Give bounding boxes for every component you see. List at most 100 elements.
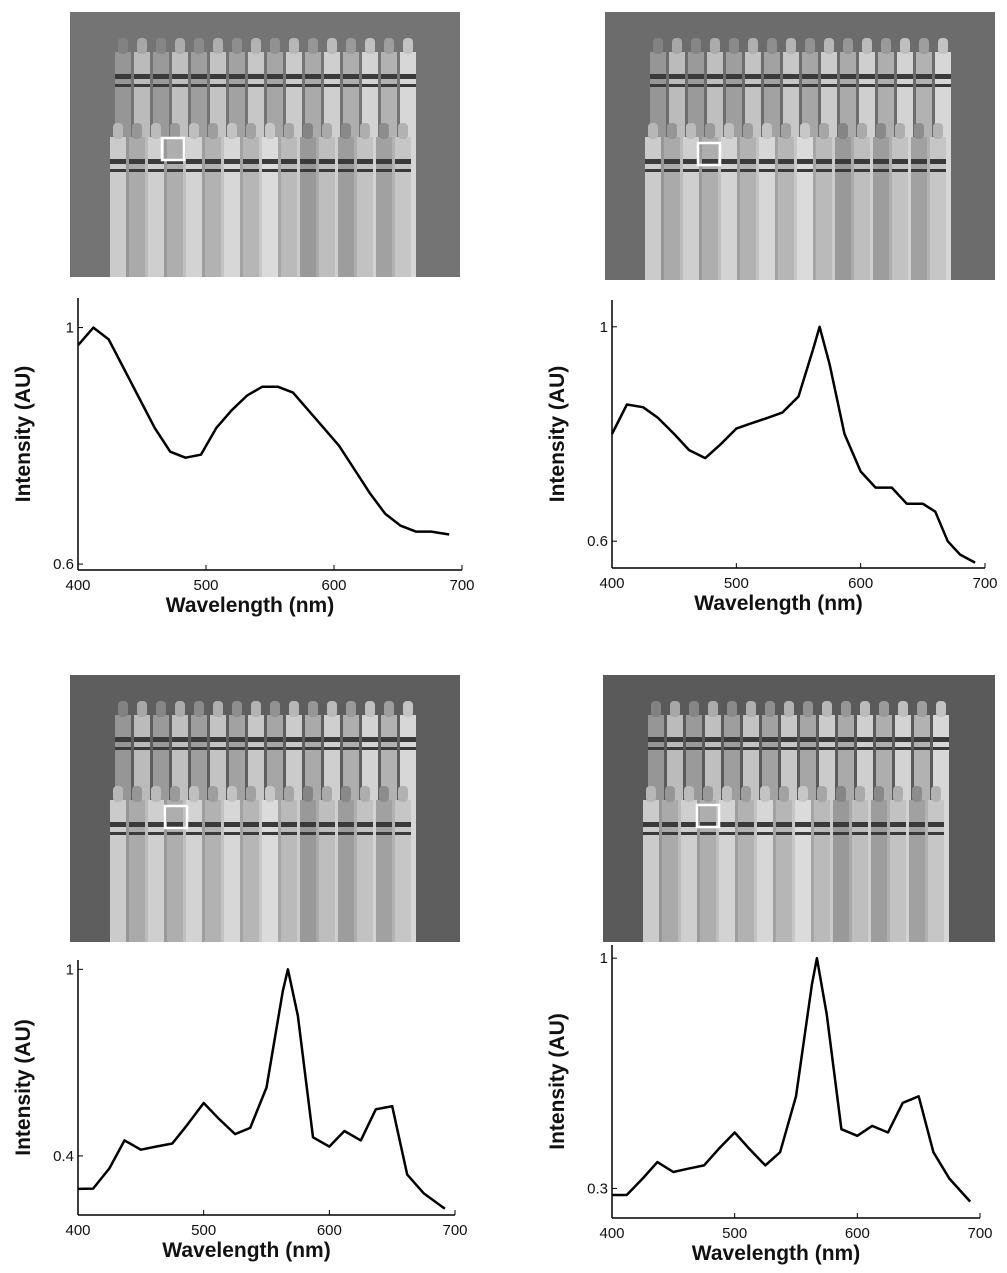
crayon-tip (648, 123, 658, 139)
crayon-tip (874, 786, 884, 802)
crayon-band (762, 747, 778, 750)
crayon-band (248, 84, 264, 87)
crayon-tip (113, 786, 123, 802)
crayon-band (840, 74, 856, 79)
crayon-tip (703, 786, 713, 802)
crayon-band (343, 84, 359, 87)
crayon-band (916, 74, 932, 79)
crayon-band (400, 84, 416, 87)
crayon-band (859, 74, 875, 79)
x-tick-label: 600 (845, 1225, 870, 1242)
crayon-band (110, 822, 126, 827)
x-tick-label: 700 (442, 1222, 467, 1239)
crayon-tip (931, 786, 941, 802)
crayon (892, 137, 908, 280)
crayon-band (705, 737, 721, 742)
crayon-band (324, 747, 340, 750)
crayon-band (681, 832, 697, 835)
crayon-band (783, 84, 799, 87)
crayon-tip (327, 701, 337, 717)
crayon-band (172, 737, 188, 742)
crayon-tip (341, 786, 351, 802)
crayon-tip (194, 701, 204, 717)
crayon-band (688, 84, 704, 87)
crayon-band (669, 74, 685, 79)
crayon-band (148, 159, 164, 164)
crayon-band (115, 747, 131, 750)
crayon-tip (765, 701, 775, 717)
crayon-band (914, 737, 930, 742)
crayon-band (205, 822, 221, 827)
crayon-band (662, 822, 678, 827)
crayon-band (319, 832, 335, 835)
crayon-band (892, 159, 908, 164)
crayon-band (229, 747, 245, 750)
crayon-tip (805, 38, 815, 54)
crayon (930, 137, 946, 280)
crayon-band (338, 159, 354, 164)
crayon-band (757, 832, 773, 835)
crayon-tip (346, 38, 356, 54)
crayon-band (681, 822, 697, 827)
crayon-tip (746, 701, 756, 717)
crayon-tip (862, 38, 872, 54)
crayon-tip (379, 123, 389, 139)
crayon-tip (227, 786, 237, 802)
crayon-band (281, 822, 297, 827)
crayon-band (167, 822, 183, 827)
crayon-tip (151, 786, 161, 802)
crayon-band (669, 84, 685, 87)
spectrum-line (612, 956, 972, 1203)
crayon-tip (741, 786, 751, 802)
crayon (816, 137, 832, 280)
crayon-band (757, 822, 773, 827)
photo (605, 12, 995, 280)
crayon (376, 800, 392, 942)
crayon-band (930, 169, 946, 172)
crayon-band (781, 737, 797, 742)
crayon-tip (838, 123, 848, 139)
crayon-tip (284, 123, 294, 139)
crayon-band (153, 737, 169, 742)
crayon-tip (743, 123, 753, 139)
crayon-band (305, 84, 321, 87)
crayon-band (262, 169, 278, 172)
crayon-band (890, 822, 906, 827)
x-axis-label: Wavelength (nm) (694, 592, 862, 615)
crayon (129, 800, 145, 942)
crayon (702, 137, 718, 280)
crayon-tip (898, 701, 908, 717)
crayon-band (362, 74, 378, 79)
crayon-band (740, 169, 756, 172)
crayon (243, 800, 259, 942)
crayon-tip (118, 38, 128, 54)
crayon (738, 800, 754, 942)
crayon-tip (232, 701, 242, 717)
crayon-band (357, 169, 373, 172)
crayon-band (890, 832, 906, 835)
crayon-band (738, 832, 754, 835)
crayon-tip (360, 786, 370, 802)
y-tick-label: 0.6 (587, 533, 608, 550)
crayon-band (400, 747, 416, 750)
crayon-band (381, 737, 397, 742)
crayon-tip (933, 123, 943, 139)
chart: 400 500 600 700 0.4 1 Wavelength (nm) Intensity… (12, 960, 468, 1262)
crayon-tip (270, 38, 280, 54)
crayon-band (262, 822, 278, 827)
crayon-band (795, 832, 811, 835)
crayon-band (686, 747, 702, 750)
crayon-band (338, 169, 354, 172)
crayon-band (705, 747, 721, 750)
crayon-band (191, 747, 207, 750)
crayon (759, 137, 775, 280)
crayon-band (186, 169, 202, 172)
crayon-band (267, 74, 283, 79)
crayon-band (643, 832, 659, 835)
crayon (319, 800, 335, 942)
crayon-band (115, 84, 131, 87)
crayon-band (911, 159, 927, 164)
crayon-band (395, 832, 411, 835)
crayon-tip (156, 38, 166, 54)
